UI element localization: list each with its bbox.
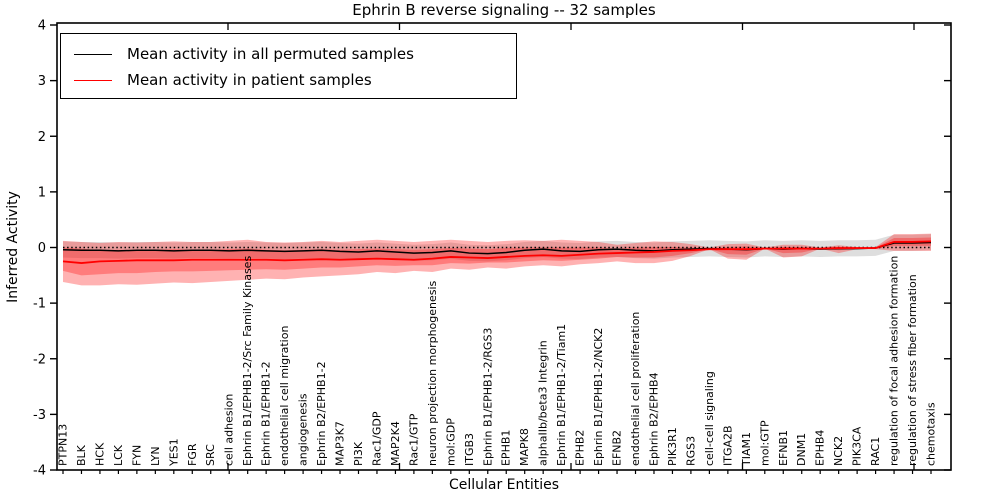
x-tick-label: PI3K: [352, 441, 365, 466]
y-tick-label: -1: [33, 297, 46, 312]
legend-line-sample-patient: [74, 79, 112, 81]
x-tick-label: MAP3K7: [334, 421, 347, 466]
y-tick-label: 1: [38, 185, 46, 200]
x-tick-label: regulation of focal adhesion formation: [888, 256, 901, 466]
legend-label-permuted: Mean activity in all permuted samples: [127, 45, 414, 63]
legend-line-sample-permuted: [74, 53, 112, 55]
x-axis-title: Cellular Entities: [448, 477, 560, 493]
x-tick-label: EFNB2: [611, 430, 624, 466]
band-permuted-samples-spread: [63, 234, 931, 262]
x-tick-label: mol:GDP: [444, 418, 457, 466]
x-tick-label: PTPN13: [57, 424, 70, 466]
x-tick-label: NCK2: [832, 436, 845, 466]
x-tick-label: RAC1: [869, 437, 882, 466]
x-tick-label: regulation of stress fiber formation: [906, 274, 919, 466]
x-tick-label: EPHB4: [814, 430, 827, 466]
x-tick-label: cell adhesion: [223, 394, 236, 466]
x-tick-label: Ephrin B1/EPHB1-2: [260, 361, 273, 466]
x-tick-label: chemotaxis: [925, 402, 938, 466]
chart-title: Ephrin B reverse signaling -- 32 samples: [352, 1, 656, 19]
x-tick-label: Ephrin B1/EPHB1-2/Tiam1: [555, 324, 568, 466]
x-tick-label: endothelial cell migration: [278, 326, 291, 466]
x-tick-label: PIK3CA: [851, 426, 864, 466]
legend-label-patient: Mean activity in patient samples: [127, 71, 372, 89]
x-tick-label: HCK: [93, 442, 106, 466]
x-tick-label: Ephrin B1/EPHB1-2/NCK2: [592, 328, 605, 466]
legend-item-patient: Mean activity in patient samples: [74, 67, 516, 93]
x-tick-label: LYN: [149, 446, 162, 466]
x-tick-label: Ephrin B1/EPHB1-2/Src Family Kinases: [241, 256, 254, 466]
y-tick-label: 3: [38, 74, 46, 89]
y-axis-title: Inferred Activity: [5, 191, 21, 303]
x-tick-label: endothelial cell proliferation: [629, 312, 642, 466]
x-tick-label: Rac1/GDP: [370, 411, 383, 466]
x-tick-label: RGS3: [684, 436, 697, 466]
x-tick-label: MAPK8: [518, 428, 531, 466]
x-tick-label: neuron projection morphogenesis: [426, 280, 439, 466]
x-tick-label: EPHB2: [574, 430, 587, 466]
x-tick-label: alphaIIb/beta3 Integrin: [537, 340, 550, 466]
x-tick-label: mol:GTP: [758, 420, 771, 466]
series-line-patient: [62, 240, 932, 264]
y-tick-label: 2: [38, 130, 46, 145]
x-tick-label: Ephrin B1/EPHB1-2/RGS3: [481, 328, 494, 466]
x-tick-label: EFNB1: [777, 430, 790, 466]
legend-item-permuted: Mean activity in all permuted samples: [74, 41, 516, 67]
x-tick-label: YES1: [167, 438, 180, 467]
x-tick-label: ITGA2B: [721, 425, 734, 466]
band-patient-samples-spread-inner: [63, 237, 931, 276]
x-tick-label: EPHB1: [500, 430, 513, 466]
y-tick-label: 0: [38, 241, 46, 256]
x-tick-label: PIK3R1: [666, 427, 679, 466]
x-tick-label: ITGB3: [463, 433, 476, 466]
x-tick-label: FGR: [186, 443, 199, 466]
x-tick-label: Rac1/GTP: [407, 413, 420, 466]
y-tick-label: -4: [33, 464, 46, 479]
x-tick-label: TIAM1: [740, 432, 753, 467]
x-tick-label: Ephrin B2/EPHB4: [647, 372, 660, 466]
y-tick-label: -3: [33, 408, 46, 423]
x-tick-label: SRC: [204, 444, 217, 466]
y-tick-label: -2: [33, 352, 46, 367]
x-tick-label: angiogenesis: [297, 393, 310, 466]
x-tick-label: Ephrin B2/EPHB1-2: [315, 361, 328, 466]
x-tick-label: DNM1: [795, 433, 808, 466]
x-tick-label: BLK: [75, 444, 88, 466]
band-patient-samples-spread-outer: [63, 233, 931, 286]
y-tick-label: 4: [38, 19, 46, 34]
x-tick-label: LCK: [112, 444, 125, 466]
legend: Mean activity in all permuted samples Me…: [60, 33, 517, 99]
x-tick-label: FYN: [130, 445, 143, 466]
x-tick-label: cell-cell signaling: [703, 371, 716, 466]
x-tick-label: MAP2K4: [389, 421, 402, 466]
axes-frame: [56, 22, 952, 471]
